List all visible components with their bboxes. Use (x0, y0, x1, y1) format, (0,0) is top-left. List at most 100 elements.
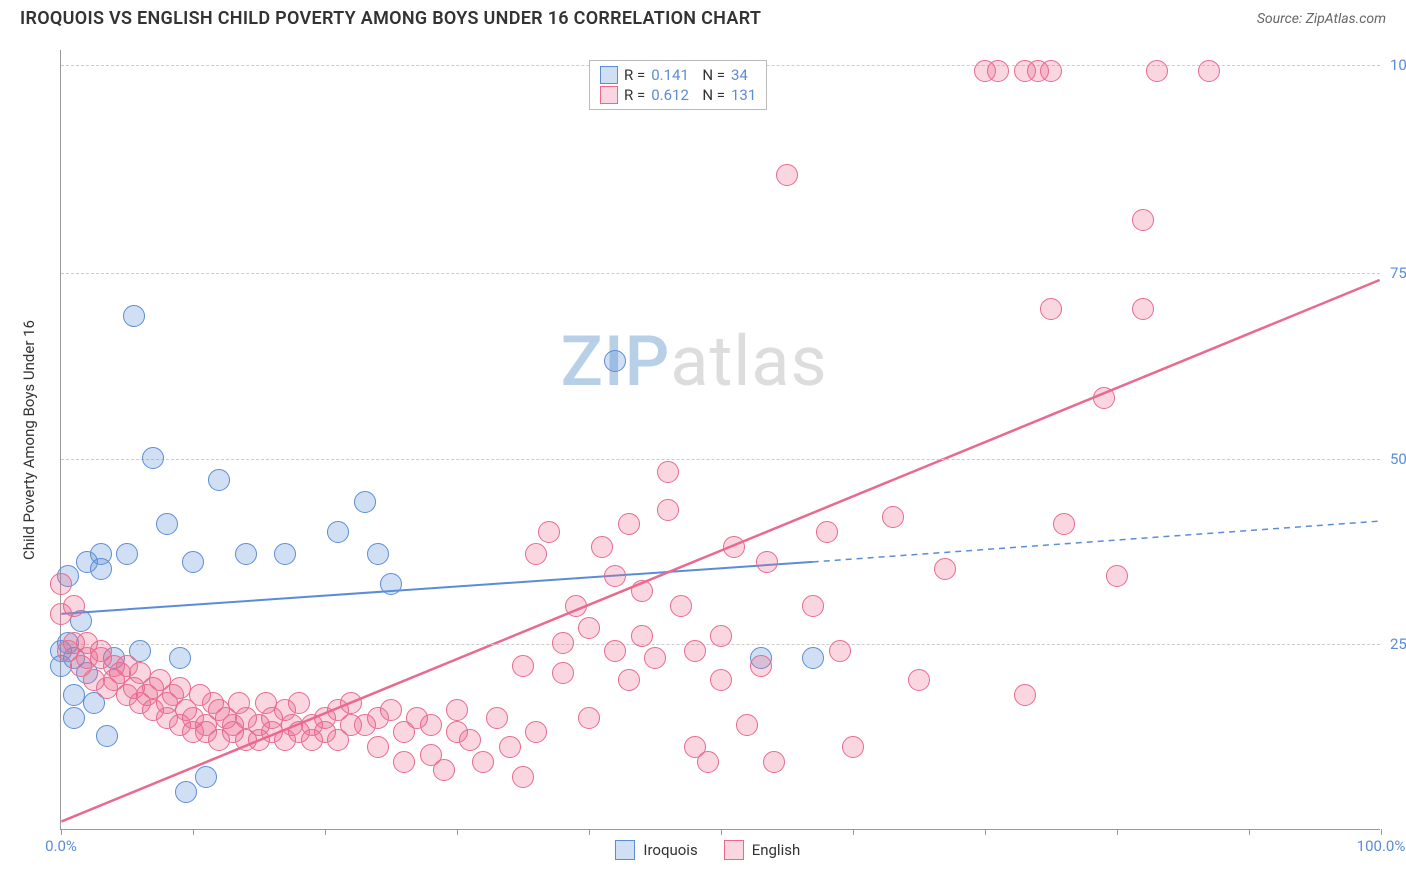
data-point (908, 669, 930, 691)
legend-r-label: R = (624, 86, 645, 104)
data-point (1053, 513, 1075, 535)
legend-series-name: English (752, 841, 801, 859)
x-tick-label: 0.0% (45, 837, 77, 855)
data-point (578, 707, 600, 729)
data-point (631, 580, 653, 602)
data-point (684, 640, 706, 662)
data-point (63, 707, 85, 729)
data-point (618, 669, 640, 691)
data-point (710, 625, 732, 647)
data-point (116, 543, 138, 565)
data-point (934, 558, 956, 580)
data-point (367, 736, 389, 758)
data-point (604, 565, 626, 587)
data-point (565, 595, 587, 617)
data-point (1014, 684, 1036, 706)
x-tick (457, 829, 458, 835)
data-point (604, 350, 626, 372)
data-point (195, 766, 217, 788)
legend-r-label: R = (624, 66, 645, 84)
legend-n-value: 34 (731, 66, 748, 84)
y-tick-label: 50.0% (1390, 450, 1406, 468)
legend-swatch (724, 840, 744, 860)
data-point (1040, 60, 1062, 82)
x-tick (1249, 829, 1250, 835)
data-point (169, 647, 191, 669)
data-point (802, 647, 824, 669)
x-tick-label: 100.0% (1357, 837, 1406, 855)
source-label: Source: (1257, 11, 1306, 27)
data-point (63, 595, 85, 617)
data-point (420, 714, 442, 736)
x-tick (721, 829, 722, 835)
data-point (1132, 298, 1154, 320)
legend-series-name: Iroquois (643, 841, 697, 859)
data-point (499, 736, 521, 758)
data-point (512, 766, 534, 788)
gridline (61, 459, 1380, 460)
data-point (618, 513, 640, 535)
legend-swatch (615, 840, 635, 860)
data-point (736, 714, 758, 736)
data-point (63, 684, 85, 706)
trend-lines (61, 50, 1380, 829)
data-point (380, 699, 402, 721)
data-point (657, 499, 679, 521)
legend-row: R = 0.612 N = 131 (600, 85, 756, 105)
data-point (459, 729, 481, 751)
data-point (96, 725, 118, 747)
data-point (750, 655, 772, 677)
data-point (393, 751, 415, 773)
data-point (776, 164, 798, 186)
data-point (380, 573, 402, 595)
data-point (50, 573, 72, 595)
x-tick (589, 829, 590, 835)
data-point (208, 469, 230, 491)
data-point (274, 543, 296, 565)
data-point (1146, 60, 1168, 82)
data-point (538, 521, 560, 543)
data-point (802, 595, 824, 617)
gridline (61, 273, 1380, 274)
legend-n-label: N = (695, 86, 725, 104)
legend-swatch (600, 66, 618, 84)
data-point (763, 751, 785, 773)
data-point (552, 632, 574, 654)
y-tick-label: 25.0% (1390, 635, 1406, 653)
y-tick-label: 100.0% (1390, 56, 1406, 74)
x-tick (853, 829, 854, 835)
legend-r-value: 0.612 (651, 86, 689, 104)
data-point (644, 647, 666, 669)
data-point (756, 551, 778, 573)
data-point (525, 721, 547, 743)
x-tick (1117, 829, 1118, 835)
data-point (829, 640, 851, 662)
y-tick-label: 75.0% (1390, 264, 1406, 282)
data-point (604, 640, 626, 662)
data-point (525, 543, 547, 565)
y-axis-label: Child Poverty Among Boys Under 16 (20, 320, 38, 560)
data-point (327, 521, 349, 543)
data-point (1093, 387, 1115, 409)
data-point (123, 305, 145, 327)
data-point (882, 506, 904, 528)
legend-r-value: 0.141 (651, 66, 689, 84)
data-point (1040, 298, 1062, 320)
data-point (552, 662, 574, 684)
legend-n-label: N = (695, 66, 725, 84)
data-point (670, 595, 692, 617)
data-point (235, 543, 257, 565)
data-point (354, 491, 376, 513)
data-point (591, 536, 613, 558)
data-point (987, 60, 1009, 82)
data-point (1132, 209, 1154, 231)
watermark: ZIPatlas (561, 321, 828, 403)
x-tick (325, 829, 326, 835)
x-tick (985, 829, 986, 835)
data-point (578, 617, 600, 639)
correlation-legend: R = 0.141 N = 34R = 0.612 N = 131 (589, 60, 767, 110)
x-tick (1381, 829, 1382, 835)
data-point (631, 625, 653, 647)
data-point (156, 513, 178, 535)
data-point (433, 759, 455, 781)
